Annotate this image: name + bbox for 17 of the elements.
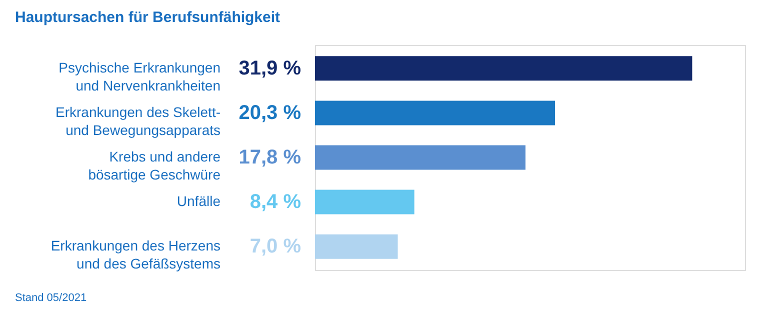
text: Stand 05/2021 xyxy=(15,292,87,304)
y-tick-label: Psychische Erkrankungen und Nervenkrankheiten xyxy=(58,59,220,94)
data-label: 7,0 % xyxy=(250,236,302,258)
data-label: 20,3 % xyxy=(238,102,302,124)
y-tick-label: Krebs und andere bösartige Geschwüre xyxy=(88,148,221,182)
y-tick-label: Erkrankungen des Herzens und des Gefäßsystems xyxy=(50,238,220,272)
bar xyxy=(315,100,556,126)
bar xyxy=(315,145,526,170)
bar xyxy=(315,56,692,81)
y-tick-label: Erkrankungen des Skelett- und Bewegungsapparats xyxy=(56,104,221,138)
bar xyxy=(315,234,398,259)
data-label: 31,9 % xyxy=(238,57,302,80)
y-tick-label: Unfälle xyxy=(176,193,221,210)
bar xyxy=(315,190,414,214)
text: Hauptursachen für Berufsunfähigkeit xyxy=(15,9,280,26)
data-label: 8,4 % xyxy=(250,191,302,214)
data-label: 17,8 % xyxy=(238,146,302,168)
